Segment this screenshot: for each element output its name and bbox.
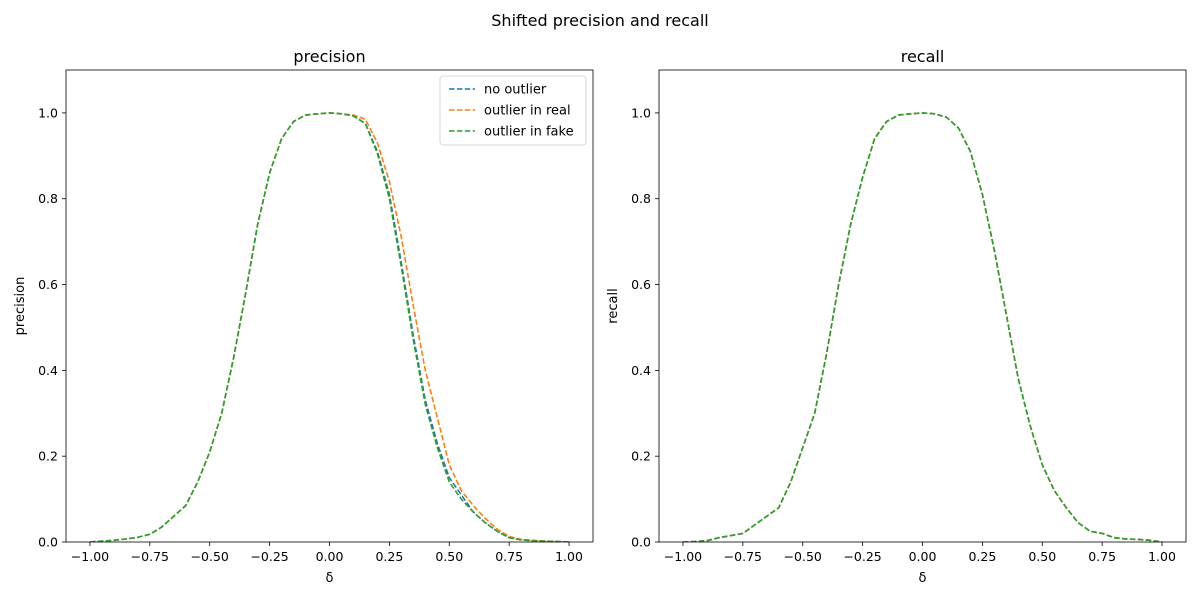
axes-frame [65, 69, 594, 543]
x-tick-label: 0.50 [435, 549, 463, 564]
legend-label: outlier in real [484, 104, 571, 119]
axes-title: recall [901, 47, 945, 66]
x-tick-label: −0.75 [131, 549, 169, 564]
x-tick-label: −0.75 [724, 549, 762, 564]
y-tick-label: 0.0 [631, 535, 651, 550]
y-tick-label: 0.0 [38, 535, 58, 550]
series-line-outlier-in-fake [89, 112, 570, 542]
x-tick-label: 1.00 [555, 549, 583, 564]
y-tick-label: 1.0 [38, 105, 58, 120]
x-tick-label: 0.00 [316, 549, 344, 564]
x-tick-label: 0.25 [968, 549, 996, 564]
legend-label: outlier in fake [484, 125, 574, 140]
series-group [89, 112, 570, 542]
x-tick-label: 0.75 [495, 549, 523, 564]
legend: no outlier outlier in real outlier in fake [439, 75, 587, 146]
x-axis-label: δ [919, 571, 927, 586]
plots-area: precision −1.00 −0.75 −0.50 −0.25 0.00 0.25 0.5… [13, 47, 1187, 586]
y-tick-label: 0.4 [38, 363, 58, 378]
subplot-recall: recall −1.00 −0.75 −0.50 −0.25 0.00 0.25 0.50 0.… [606, 47, 1187, 586]
series-line-outlier-in-real [89, 112, 570, 542]
x-axis-label: δ [326, 571, 334, 586]
x-tick-label: 0.25 [375, 549, 403, 564]
figure-title: Shifted precision and recall [491, 11, 708, 30]
x-tick-label: −0.25 [250, 549, 288, 564]
y-tick-label: 1.0 [631, 105, 651, 120]
axes-title: precision [293, 47, 365, 66]
y-tick-label: 0.8 [38, 191, 58, 206]
subplot-precision: precision −1.00 −0.75 −0.50 −0.25 0.00 0.25 0.5… [13, 47, 594, 586]
x-tick-label: −0.50 [784, 549, 822, 564]
series-line-no-outlier [89, 112, 570, 542]
y-tick-label: 0.2 [631, 449, 651, 464]
series-line-no-outlier [682, 112, 1163, 542]
y-tick-label: 0.4 [631, 363, 651, 378]
legend-frame [439, 75, 587, 146]
legend-label: no outlier [484, 83, 547, 98]
series-group [682, 112, 1163, 542]
series-line-outlier-in-real [682, 112, 1163, 542]
y-tick-label: 0.8 [631, 191, 651, 206]
y-tick-label: 0.6 [631, 277, 651, 292]
series-line-outlier-in-fake [682, 112, 1163, 542]
x-tick-label: 0.50 [1028, 549, 1056, 564]
x-tick-label: 0.75 [1088, 549, 1116, 564]
x-tick-label: −1.00 [71, 549, 109, 564]
axes-frame [658, 69, 1187, 543]
x-tick-label: −0.25 [843, 549, 881, 564]
x-tick-label: −1.00 [664, 549, 702, 564]
x-tick-label: 0.00 [909, 549, 937, 564]
y-axis-label: precision [13, 277, 28, 336]
y-tick-label: 0.2 [38, 449, 58, 464]
y-tick-label: 0.6 [38, 277, 58, 292]
x-tick-label: 1.00 [1148, 549, 1176, 564]
y-axis-label: recall [606, 288, 621, 323]
x-tick-label: −0.50 [191, 549, 229, 564]
